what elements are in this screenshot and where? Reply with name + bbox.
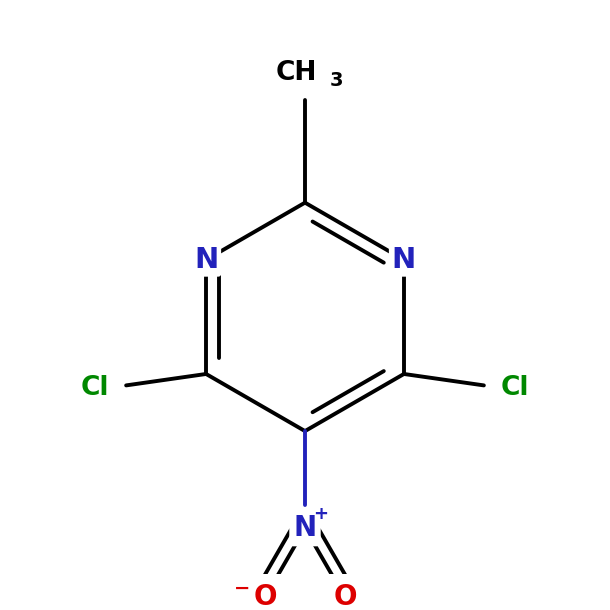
Text: Cl: Cl (501, 375, 529, 401)
Text: N: N (392, 246, 416, 274)
Text: N: N (194, 246, 218, 274)
Text: CH: CH (276, 60, 317, 85)
Text: O: O (333, 583, 357, 610)
Text: N: N (194, 246, 218, 274)
Text: N: N (293, 514, 317, 542)
Text: N: N (392, 246, 416, 274)
Text: O: O (253, 583, 277, 610)
Text: +: + (314, 505, 329, 523)
Text: 3: 3 (329, 71, 343, 90)
Text: −: − (234, 580, 250, 598)
Text: Cl: Cl (81, 375, 109, 401)
